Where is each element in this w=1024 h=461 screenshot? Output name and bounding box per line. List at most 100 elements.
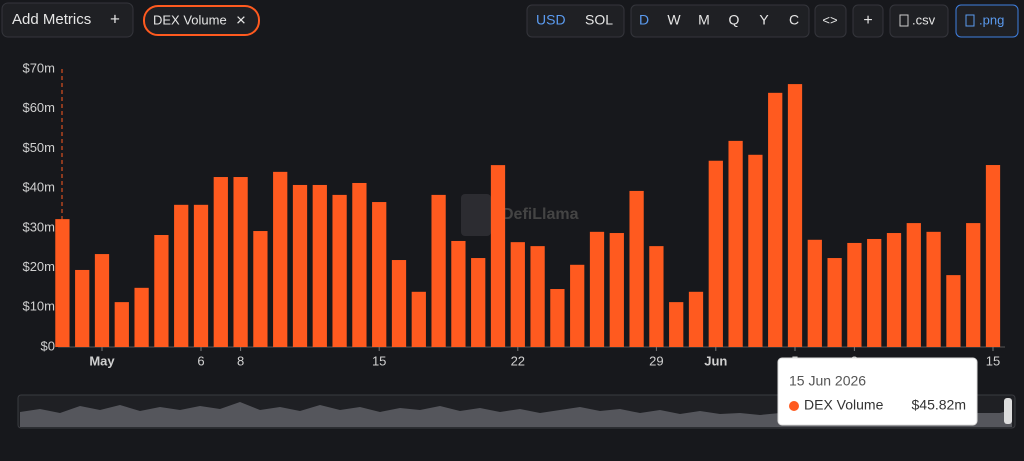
bar: [154, 235, 169, 347]
bar: [589, 231, 605, 347]
bar: [372, 202, 387, 347]
bar: [867, 238, 882, 347]
bar: [886, 233, 902, 347]
metric-pill-label: DEX Volume: [153, 12, 227, 27]
period-group: [630, 4, 810, 38]
bar: [213, 177, 228, 347]
bar: [906, 223, 921, 347]
x-tick-label: May: [89, 353, 115, 368]
embed-icon: <>: [822, 12, 837, 27]
x-tick-label: 29: [649, 353, 663, 368]
x-tick-label: 6: [197, 353, 204, 368]
range-sparkline: [20, 402, 1012, 427]
bar: [193, 204, 209, 347]
bar: [471, 258, 486, 347]
currency-group: [526, 4, 625, 38]
bar: [946, 275, 961, 347]
period-button[interactable]: Y: [759, 12, 769, 28]
bar: [847, 242, 862, 347]
bar: [55, 219, 70, 347]
currency-usd[interactable]: USD: [536, 12, 566, 28]
watermark: DefiLlama: [502, 206, 579, 223]
bar: [510, 242, 525, 347]
embed-button[interactable]: [814, 4, 847, 38]
add-metrics-label: Add Metrics: [12, 11, 91, 28]
bar: [312, 184, 327, 347]
plus-icon: +: [863, 12, 872, 29]
bar: [827, 258, 842, 347]
bar: [253, 231, 268, 347]
period-button[interactable]: C: [789, 12, 799, 28]
bar: [966, 223, 981, 347]
bar: [787, 84, 803, 347]
currency-sol[interactable]: SOL: [585, 12, 613, 28]
bar: [94, 254, 110, 347]
bar: [352, 182, 367, 347]
bar: [75, 269, 90, 347]
bar: [669, 302, 684, 347]
bar: [332, 194, 347, 347]
x-tick-label: 15: [986, 353, 1000, 368]
period-button[interactable]: D: [639, 12, 649, 28]
bar: [649, 246, 664, 347]
bar: [174, 204, 189, 347]
bar: [114, 302, 129, 347]
period-button[interactable]: Q: [729, 12, 740, 28]
y-tick-label: $70m: [22, 60, 55, 75]
bar: [431, 194, 446, 347]
y-tick-label: $20m: [22, 259, 55, 274]
bar: [490, 165, 506, 347]
x-tick-label: 22: [511, 353, 525, 368]
remove-icon[interactable]: ×: [236, 10, 246, 29]
bar: [411, 291, 426, 347]
y-tick-label: $10m: [22, 299, 55, 314]
bar: [985, 165, 1001, 347]
csv-button[interactable]: [889, 4, 949, 38]
bar: [807, 239, 822, 347]
bar: [768, 92, 783, 347]
bar: [451, 240, 466, 347]
bar: [688, 291, 704, 347]
y-tick-label: $0: [41, 338, 55, 353]
bar: [708, 160, 723, 347]
plus-button[interactable]: [852, 4, 884, 38]
plot: $0 $10m $20m $30m $40m $50m $60m $70m May 6 8 15 22 2…: [22, 60, 1005, 368]
tooltip-series: DEX Volume: [804, 397, 884, 413]
bar: [550, 289, 565, 347]
bar: [233, 177, 248, 347]
period-button[interactable]: W: [667, 12, 681, 28]
watermark-logo: [461, 194, 491, 236]
y-tick-label: $40m: [22, 180, 55, 195]
tooltip-marker: [789, 401, 799, 411]
tooltip: [777, 357, 978, 426]
bar: [530, 246, 545, 347]
bar: [629, 190, 644, 347]
y-tick-label: $60m: [22, 100, 55, 115]
csv-label: .csv: [912, 12, 936, 27]
bar: [391, 260, 407, 347]
bar: [273, 171, 288, 347]
x-tick-label: 15: [372, 353, 386, 368]
range-handle[interactable]: [1004, 398, 1012, 424]
file-icon: [965, 14, 975, 27]
x-tick-label: 8: [237, 353, 244, 368]
add-metrics-button[interactable]: [1, 2, 134, 38]
bar: [926, 231, 941, 347]
bar: [728, 140, 743, 347]
add-icon: +: [110, 9, 120, 28]
file-icon: [899, 14, 909, 27]
png-button[interactable]: [955, 4, 1019, 38]
png-label: .png: [979, 12, 1004, 27]
tooltip-date: 15 Jun 2026: [789, 373, 866, 389]
x-tick-label: Jun: [704, 353, 727, 368]
bar: [134, 287, 149, 347]
bar: [292, 184, 308, 347]
bar: [748, 154, 763, 347]
period-button[interactable]: M: [698, 12, 710, 28]
y-tick-label: $30m: [22, 219, 55, 234]
metric-pill[interactable]: [143, 5, 260, 36]
tooltip-value: $45.82m: [912, 397, 966, 413]
bar: [570, 264, 585, 347]
